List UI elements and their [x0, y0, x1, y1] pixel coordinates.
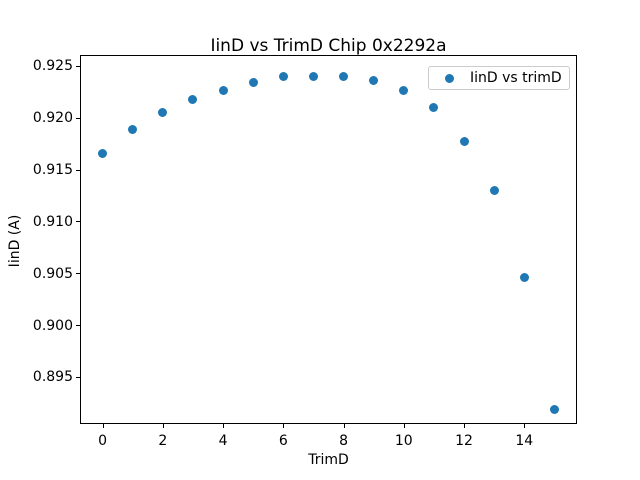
plot-area	[80, 55, 577, 424]
data-point	[519, 273, 529, 283]
x-tick-label: 2	[158, 433, 168, 449]
data-point	[369, 76, 379, 86]
x-tick-label: 8	[339, 433, 348, 449]
x-tick-label: 10	[394, 433, 413, 449]
x-axis-label: TrimD	[308, 452, 349, 468]
y-tick-label: 0.915	[32, 162, 73, 179]
y-tick-label: 0.905	[32, 265, 73, 282]
y-tick-label: 0.920	[32, 110, 73, 127]
data-point	[308, 72, 318, 82]
x-tick-mark	[403, 424, 405, 428]
x-tick-label: 12	[455, 433, 473, 449]
data-point	[158, 107, 168, 117]
data-point	[248, 78, 258, 88]
y-tick-mark	[76, 325, 80, 327]
y-tick-mark	[76, 169, 80, 171]
data-point	[429, 103, 439, 113]
y-tick-mark	[76, 376, 80, 378]
chart-title: IinD vs TrimD Chip 0x2292a	[210, 36, 447, 56]
data-point	[218, 85, 228, 95]
x-tick-mark	[524, 424, 526, 428]
y-tick-label: 0.900	[32, 317, 73, 334]
y-tick-mark	[76, 65, 80, 67]
y-tick-label: 0.910	[32, 213, 73, 230]
legend-label: IinD vs trimD	[470, 70, 562, 86]
data-point	[549, 404, 559, 414]
x-tick-label: 14	[515, 433, 534, 449]
y-tick-mark	[76, 221, 80, 223]
data-point	[399, 85, 409, 95]
data-point	[128, 125, 138, 135]
x-tick-label: 6	[278, 433, 288, 449]
legend-marker-dot	[445, 73, 454, 83]
data-point	[489, 186, 499, 196]
x-tick-mark	[283, 424, 285, 428]
data-point	[459, 136, 469, 146]
x-tick-mark	[162, 424, 164, 428]
data-point	[98, 148, 108, 158]
x-tick-mark	[343, 424, 345, 428]
y-tick-label: 0.895	[32, 369, 73, 386]
y-tick-mark	[76, 273, 80, 275]
y-tick-mark	[76, 117, 80, 119]
data-point	[339, 72, 349, 82]
x-tick-label: 0	[98, 433, 108, 449]
y-axis-label: IinD (A)	[7, 214, 23, 268]
data-point	[278, 72, 288, 82]
x-tick-mark	[223, 424, 225, 428]
x-tick-mark	[464, 424, 466, 428]
legend: IinD vs trimD	[428, 66, 570, 90]
y-tick-label: 0.925	[32, 58, 73, 75]
data-point	[188, 95, 198, 105]
x-tick-label: 4	[218, 433, 228, 449]
x-tick-mark	[102, 424, 104, 428]
